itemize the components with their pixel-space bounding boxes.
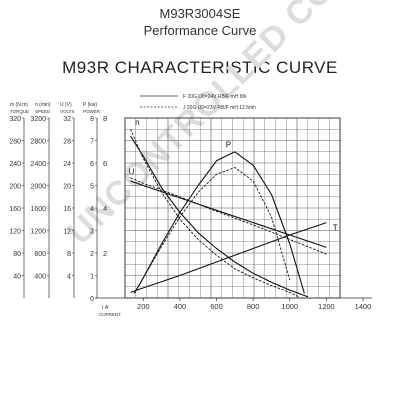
inner-axis-tick-label: 8 [103,114,107,123]
series-line [133,167,291,294]
x-tick-label: 200 [137,302,150,311]
left-axis-tick-label: 24 [63,161,71,168]
left-axis-tick-label: 4 [67,274,71,281]
left-axis-tick-label: 40 [13,274,21,281]
left-axis-tick-label: 240 [9,161,21,168]
left-axis-tick-label: 5 [90,184,94,191]
left-axis-header: n (min) [35,102,51,108]
left-axis-tick-label: 12 [63,229,71,236]
left-axis-tick-label: 32 [63,116,71,123]
left-axis-tick-label: 1600 [30,206,46,213]
left-axis-sublabel: POWER [83,109,101,114]
left-axis-tick-label: 28 [63,139,71,146]
series-line [133,151,305,294]
left-axis-tick-label: 8 [67,251,71,258]
series-line [130,135,309,298]
legend-entry: J 20G U0=23V RB/F mH 12.5mh [183,105,256,111]
model-title: M93R3004SE [159,6,241,21]
x-tick-label: 1400 [355,302,372,311]
left-axis-tick-label: 200 [9,184,21,191]
series-line [130,129,300,298]
left-axis-tick-label: 2000 [30,184,46,191]
left-axis-tick-label: 80 [13,251,21,258]
left-axis-tick-label: 0 [90,296,94,303]
left-axis-tick-label: 400 [34,274,46,281]
left-axis-tick-label: 8 [90,116,94,123]
left-axis-tick-label: 4 [90,206,94,213]
left-axis-tick-label: 1 [90,274,94,281]
x-tick-label: 800 [247,302,260,311]
left-axis-tick-label: 3200 [30,116,46,123]
left-axis-tick-label: 20 [63,184,71,191]
left-axis-sublabel: SPEED [35,109,51,114]
left-axis-tick-label: 2 [90,251,94,258]
x-tick-label: 600 [210,302,223,311]
x-axis-label: I A [102,305,109,311]
curve-label: n [135,118,139,127]
left-axis-tick-label: 1200 [30,229,46,236]
left-axis-tick-label: 3 [90,229,94,236]
left-axis-tick-label: 280 [9,139,21,146]
x-tick-label: 400 [174,302,187,311]
left-axis-header: m (N.m) [10,102,28,108]
curve-label: T [333,224,338,233]
inner-axis-tick-label: 4 [103,204,107,213]
left-axis-header: P (kw) [83,102,97,108]
curve-label: P [226,140,231,149]
inner-axis-tick-label: 6 [103,159,107,168]
left-axis-tick-label: 160 [9,206,21,213]
left-axis-tick-label: 16 [63,206,71,213]
left-axis-sublabel: VOLTS [60,109,74,114]
x-axis-sublabel: CURRENT [99,312,121,317]
left-axis-tick-label: 7 [90,139,94,146]
x-tick-label: 1000 [281,302,298,311]
series-line [130,177,327,255]
left-axis-tick-label: 6 [90,161,94,168]
series-line [130,222,327,293]
left-axis-tick-label: 2800 [30,139,46,146]
curve-label: U [129,167,135,176]
legend-entry: F 20G U0=24V RB/F mH 8/k [183,94,247,100]
left-axis-tick-label: 800 [34,251,46,258]
left-axis-sublabel: TORQUE [10,109,29,114]
left-axis-tick-label: 320 [9,116,21,123]
inner-axis-tick-label: 2 [103,249,107,258]
subtitle: Performance Curve [143,23,257,38]
left-axis-header: U (V) [60,102,72,108]
left-axis-tick-label: 120 [9,229,21,236]
x-tick-label: 1200 [318,302,335,311]
left-axis-tick-label: 2400 [30,161,46,168]
chart-title: M93R CHARACTERISTIC CURVE [62,58,338,77]
